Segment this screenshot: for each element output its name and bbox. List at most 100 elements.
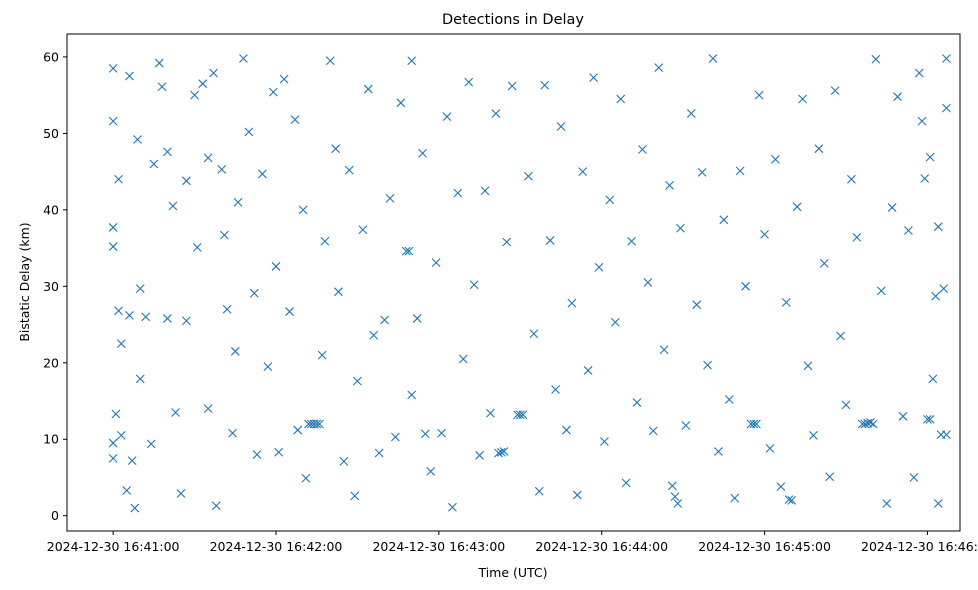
data-point — [252, 450, 262, 459]
data-point — [125, 310, 134, 320]
data-point — [836, 331, 845, 341]
data-point — [939, 284, 949, 294]
data-point — [578, 167, 588, 177]
data-point — [334, 287, 343, 297]
data-point — [293, 425, 303, 435]
data-point — [866, 418, 875, 427]
data-point — [697, 168, 707, 177]
data-point — [108, 453, 118, 463]
data-point — [876, 286, 886, 296]
data-point — [507, 81, 517, 91]
data-point — [108, 64, 118, 73]
data-point — [358, 225, 368, 235]
data-point — [298, 205, 308, 215]
data-point — [776, 482, 786, 492]
data-point — [825, 472, 835, 482]
x-tick-label: 2024-12-30 16:42:00 — [210, 539, 343, 554]
data-point — [567, 298, 577, 308]
data-point — [114, 306, 123, 316]
data-point — [589, 73, 598, 82]
data-point — [868, 419, 878, 429]
data-point — [942, 430, 951, 440]
data-point — [730, 493, 740, 503]
data-point — [784, 495, 794, 505]
data-point — [798, 94, 807, 104]
data-point — [258, 169, 267, 179]
data-point — [385, 194, 395, 203]
data-point — [494, 448, 503, 458]
data-point — [217, 164, 227, 174]
data-point — [703, 360, 712, 370]
data-point — [271, 262, 281, 271]
data-point — [420, 429, 430, 439]
data-point — [133, 135, 142, 144]
data-point — [108, 223, 118, 232]
data-point — [942, 103, 951, 113]
data-point — [610, 317, 620, 327]
data-point — [502, 237, 512, 247]
data-point — [135, 284, 145, 294]
data-point — [163, 314, 172, 323]
data-point — [692, 300, 702, 310]
data-point — [841, 400, 851, 410]
data-point — [203, 404, 213, 414]
data-point — [448, 502, 457, 512]
data-point — [122, 486, 132, 495]
data-point — [760, 229, 769, 239]
data-point — [860, 419, 870, 429]
data-point — [665, 181, 674, 190]
data-point — [274, 447, 284, 457]
data-point — [228, 428, 237, 438]
data-point — [572, 490, 582, 500]
data-point — [325, 56, 335, 66]
data-point — [211, 501, 221, 511]
data-point — [108, 242, 118, 251]
data-point — [404, 246, 414, 256]
data-point — [380, 315, 389, 325]
data-point — [239, 54, 248, 63]
y-tick-label: 30 — [43, 279, 59, 294]
data-point — [339, 457, 349, 466]
data-point — [714, 447, 723, 456]
data-point — [735, 166, 745, 176]
data-point — [792, 202, 802, 212]
data-point — [814, 144, 824, 154]
data-point — [923, 414, 932, 424]
y-tick-label: 20 — [43, 355, 59, 370]
data-point — [418, 148, 427, 158]
data-point — [268, 87, 278, 97]
data-point — [545, 236, 555, 245]
points-layer — [108, 54, 951, 513]
data-point — [708, 54, 718, 63]
data-point — [285, 307, 294, 316]
data-point — [437, 428, 446, 438]
y-tick-label: 10 — [43, 432, 59, 447]
data-point — [925, 152, 935, 162]
data-point — [426, 466, 436, 476]
y-tick-label: 40 — [43, 202, 59, 217]
data-point — [627, 236, 636, 246]
data-point — [353, 376, 362, 386]
data-point — [871, 54, 881, 64]
data-point — [154, 58, 164, 68]
data-point — [464, 77, 474, 87]
data-point — [933, 499, 943, 508]
data-point — [787, 496, 797, 505]
data-point — [830, 86, 840, 95]
data-point — [667, 481, 677, 491]
data-point — [551, 385, 560, 394]
data-point — [249, 288, 259, 298]
data-point — [149, 159, 159, 169]
data-point — [882, 499, 892, 508]
data-point — [192, 242, 202, 252]
data-point — [904, 226, 913, 235]
data-point — [529, 329, 539, 339]
data-point — [163, 147, 172, 157]
data-point — [654, 63, 664, 73]
data-point — [887, 203, 897, 212]
data-point — [317, 350, 327, 360]
x-tick-label: 2024-12-30 16:46:00 — [861, 539, 978, 554]
data-point — [171, 408, 180, 417]
data-point — [396, 98, 406, 108]
